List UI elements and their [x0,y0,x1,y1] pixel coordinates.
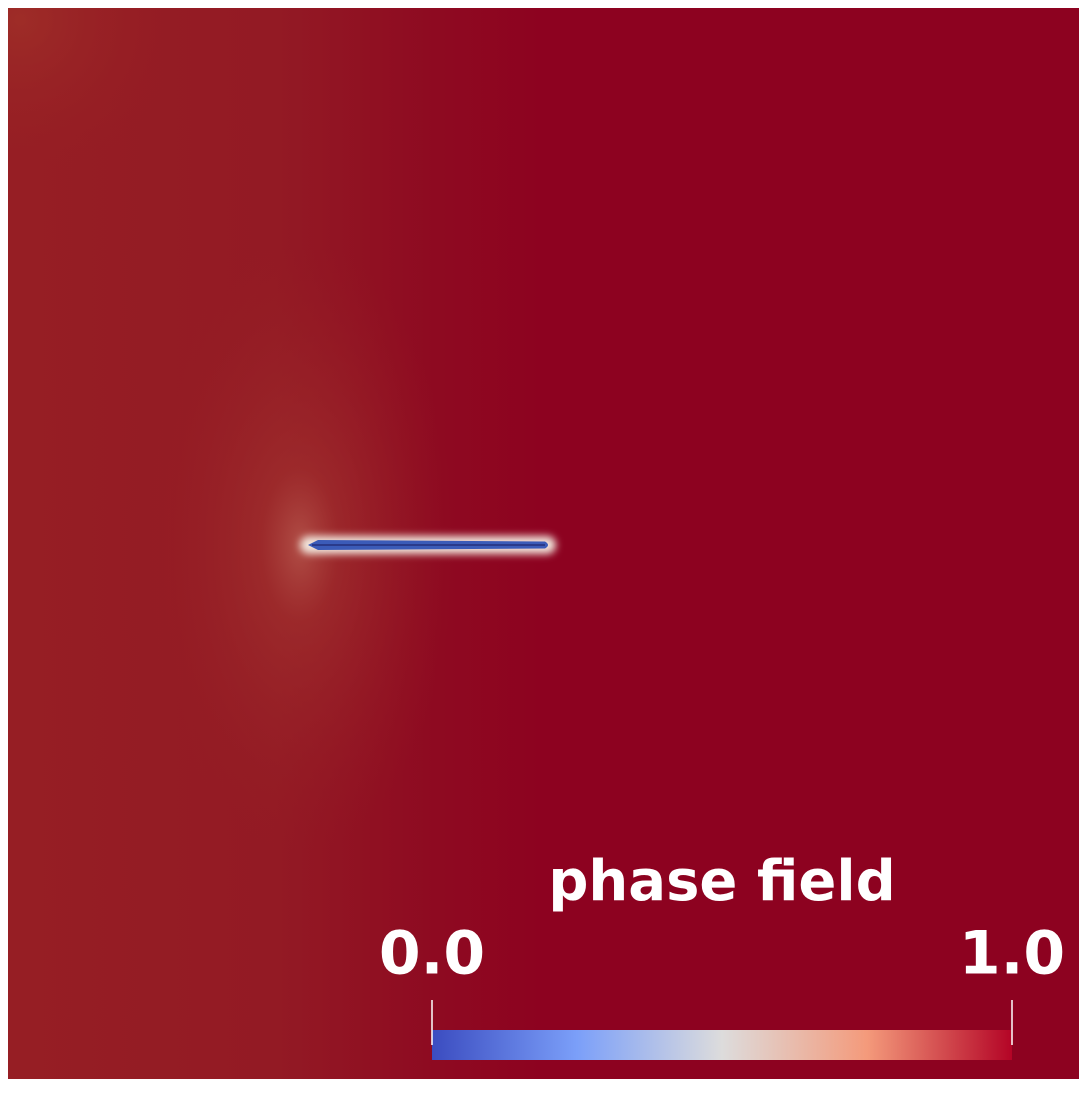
colorbar-title: phase field [548,849,895,914]
colorbar: phase field 0.0 1.0 [379,849,1065,1060]
colorbar-tick-label: 0.0 [379,919,485,989]
colorbar-gradient [432,1030,1012,1060]
colorbar-tick-label: 1.0 [959,919,1065,989]
